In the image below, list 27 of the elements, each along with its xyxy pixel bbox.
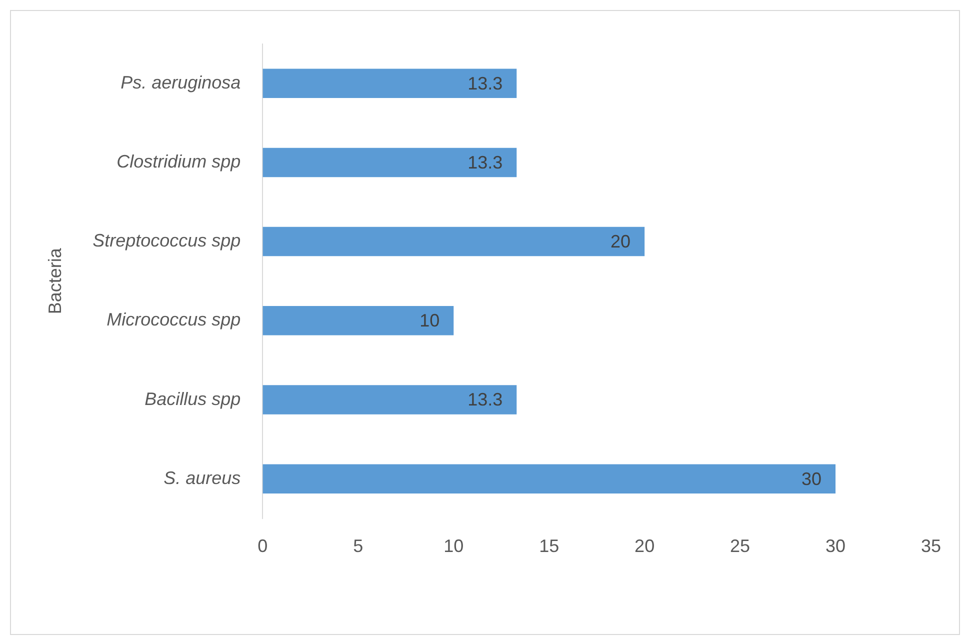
y-tick-label: Clostridium spp [116,151,241,172]
x-tick-label: 20 [634,536,655,556]
y-tick-label: Micrococcus spp [106,310,241,330]
data-label: 10 [420,310,440,331]
x-tick-label: 5 [353,536,364,556]
bar [262,306,454,336]
x-tick-label: 30 [826,536,846,556]
y-tick-label: Streptococcus spp [92,230,241,251]
data-label: 30 [801,468,822,489]
x-tick-label: 15 [539,536,560,556]
bar [262,68,517,98]
data-label: 13.3 [468,152,503,172]
x-tick-label: 10 [444,536,464,556]
x-tick-label: 0 [258,536,268,556]
y-tick-label: S. aureus [164,468,241,488]
y-tick-label: Ps. aeruginosa [120,72,241,92]
bar [262,464,836,494]
bar [262,148,517,178]
x-tick-label: 35 [920,536,942,556]
y-tick-label: Bacillus spp [144,388,241,409]
data-label: 20 [610,232,631,252]
data-label: 13.3 [468,73,503,94]
x-tick-label: 25 [730,536,750,556]
bar [262,226,645,256]
data-label: 13.3 [468,390,503,410]
bar [262,385,517,414]
y-axis-title: Bacteria [44,247,65,314]
